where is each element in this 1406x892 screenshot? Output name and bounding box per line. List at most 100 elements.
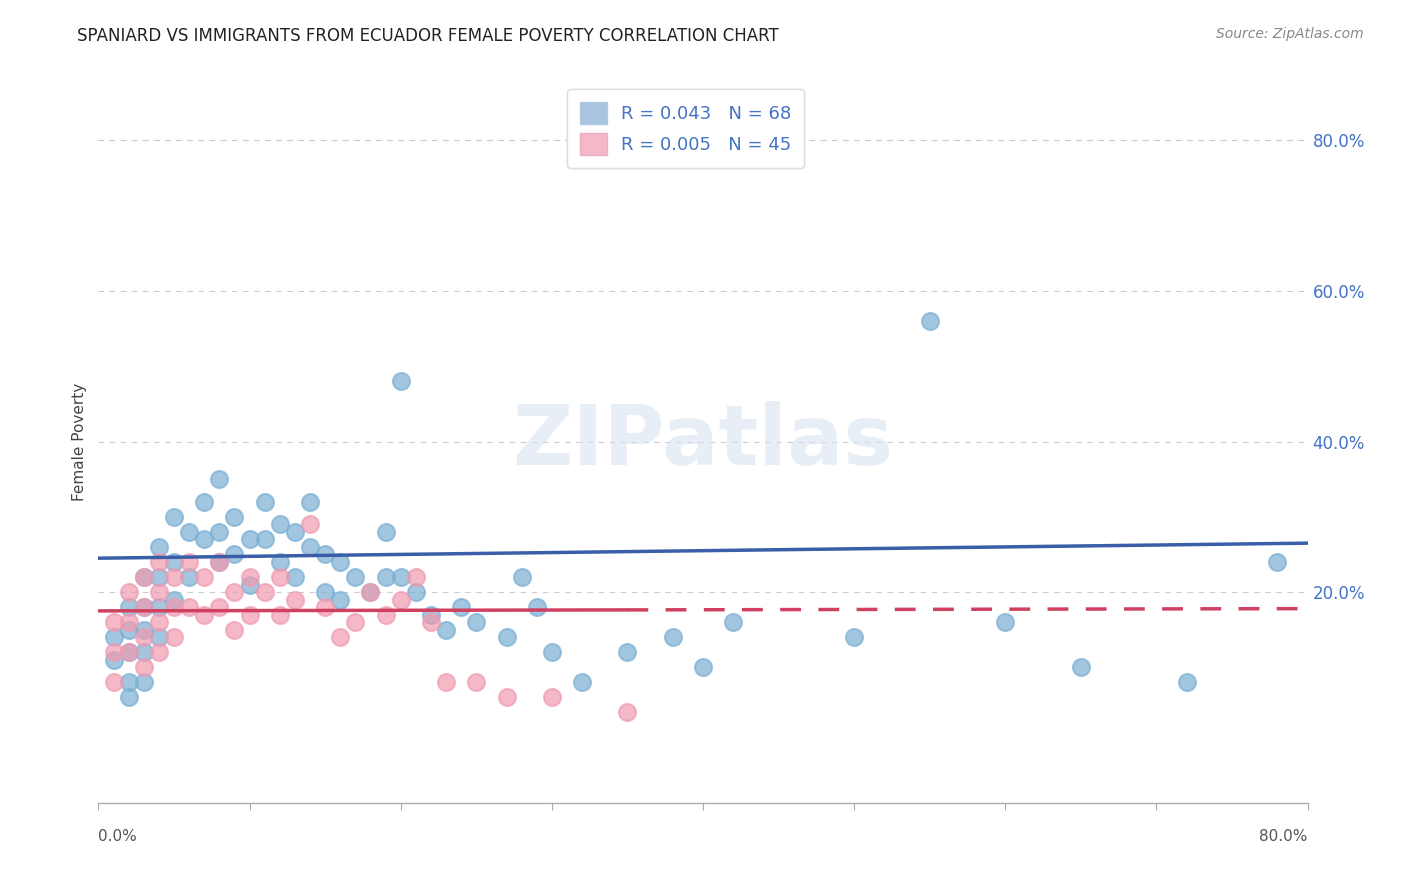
Point	[616, 706, 638, 720]
Point	[269, 607, 291, 622]
Point	[132, 623, 155, 637]
Point	[314, 600, 336, 615]
Point	[661, 630, 683, 644]
Point	[284, 570, 307, 584]
Point	[389, 374, 412, 388]
Point	[224, 548, 246, 562]
Point	[118, 615, 141, 630]
Point	[148, 585, 170, 599]
Point	[132, 645, 155, 659]
Point	[269, 570, 291, 584]
Point	[239, 607, 262, 622]
Point	[1175, 675, 1198, 690]
Point	[269, 555, 291, 569]
Text: 80.0%: 80.0%	[1260, 830, 1308, 844]
Point	[374, 607, 396, 622]
Point	[405, 570, 427, 584]
Point	[103, 615, 125, 630]
Point	[299, 540, 322, 554]
Point	[132, 630, 155, 644]
Point	[314, 585, 336, 599]
Point	[374, 524, 396, 539]
Point	[299, 494, 322, 508]
Point	[284, 524, 307, 539]
Point	[148, 600, 170, 615]
Point	[208, 472, 231, 486]
Point	[389, 570, 412, 584]
Point	[253, 533, 276, 547]
Point	[132, 675, 155, 690]
Point	[723, 615, 745, 630]
Point	[103, 653, 125, 667]
Point	[163, 570, 186, 584]
Point	[405, 585, 427, 599]
Point	[179, 570, 201, 584]
Point	[571, 675, 593, 690]
Point	[224, 623, 246, 637]
Point	[434, 675, 457, 690]
Point	[540, 690, 562, 705]
Point	[329, 555, 352, 569]
Point	[495, 630, 517, 644]
Point	[148, 570, 170, 584]
Point	[163, 600, 186, 615]
Text: ZIPatlas: ZIPatlas	[513, 401, 893, 482]
Point	[540, 645, 562, 659]
Y-axis label: Female Poverty: Female Poverty	[72, 383, 87, 500]
Point	[329, 630, 352, 644]
Point	[132, 570, 155, 584]
Point	[118, 675, 141, 690]
Point	[284, 592, 307, 607]
Point	[132, 600, 155, 615]
Point	[193, 570, 215, 584]
Point	[465, 675, 488, 690]
Point	[118, 645, 141, 659]
Point	[179, 555, 201, 569]
Point	[208, 600, 231, 615]
Point	[495, 690, 517, 705]
Point	[692, 660, 714, 674]
Point	[329, 592, 352, 607]
Text: 0.0%: 0.0%	[98, 830, 138, 844]
Point	[103, 675, 125, 690]
Point	[1070, 660, 1092, 674]
Point	[163, 630, 186, 644]
Point	[148, 615, 170, 630]
Point	[299, 517, 322, 532]
Point	[118, 600, 141, 615]
Point	[103, 630, 125, 644]
Point	[253, 585, 276, 599]
Point	[193, 533, 215, 547]
Point	[918, 314, 941, 328]
Point	[374, 570, 396, 584]
Point	[360, 585, 382, 599]
Point	[616, 645, 638, 659]
Point	[450, 600, 472, 615]
Point	[526, 600, 548, 615]
Point	[239, 570, 262, 584]
Point	[208, 555, 231, 569]
Point	[132, 660, 155, 674]
Point	[1267, 555, 1289, 569]
Point	[179, 524, 201, 539]
Point	[208, 555, 231, 569]
Legend: R = 0.043   N = 68, R = 0.005   N = 45: R = 0.043 N = 68, R = 0.005 N = 45	[567, 89, 804, 168]
Point	[148, 540, 170, 554]
Point	[163, 592, 186, 607]
Point	[344, 615, 367, 630]
Point	[179, 600, 201, 615]
Point	[132, 570, 155, 584]
Point	[360, 585, 382, 599]
Point	[844, 630, 866, 644]
Point	[118, 645, 141, 659]
Point	[193, 607, 215, 622]
Text: SPANIARD VS IMMIGRANTS FROM ECUADOR FEMALE POVERTY CORRELATION CHART: SPANIARD VS IMMIGRANTS FROM ECUADOR FEMA…	[77, 27, 779, 45]
Point	[208, 524, 231, 539]
Point	[344, 570, 367, 584]
Point	[118, 623, 141, 637]
Text: Source: ZipAtlas.com: Source: ZipAtlas.com	[1216, 27, 1364, 41]
Point	[148, 630, 170, 644]
Point	[132, 600, 155, 615]
Point	[163, 555, 186, 569]
Point	[148, 555, 170, 569]
